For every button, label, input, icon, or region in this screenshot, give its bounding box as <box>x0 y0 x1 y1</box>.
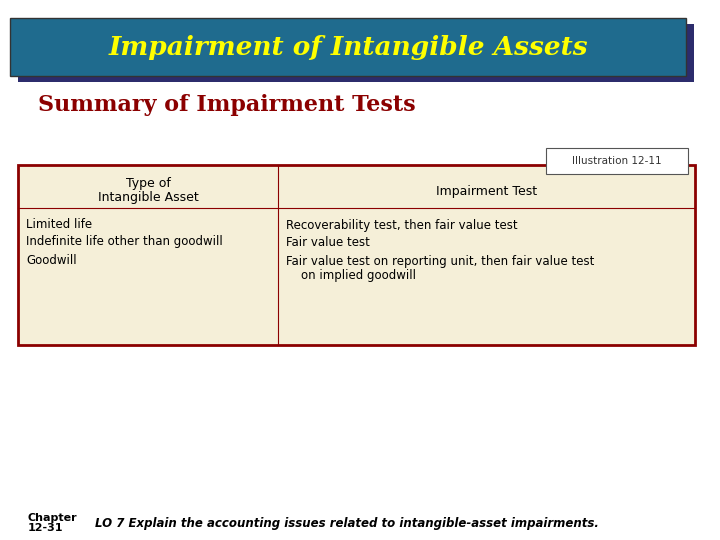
Text: Intangible Asset: Intangible Asset <box>98 192 199 205</box>
Text: Impairment Test: Impairment Test <box>436 185 537 198</box>
FancyBboxPatch shape <box>18 165 695 345</box>
Text: Illustration 12-11: Illustration 12-11 <box>572 156 662 166</box>
Text: Summary of Impairment Tests: Summary of Impairment Tests <box>38 94 415 116</box>
Text: Indefinite life other than goodwill: Indefinite life other than goodwill <box>26 235 222 248</box>
Text: Chapter: Chapter <box>28 513 78 523</box>
Text: Fair value test: Fair value test <box>286 235 370 248</box>
FancyBboxPatch shape <box>10 18 686 76</box>
Text: on implied goodwill: on implied goodwill <box>286 268 416 281</box>
Text: 12-31: 12-31 <box>28 523 63 533</box>
Text: Fair value test on reporting unit, then fair value test: Fair value test on reporting unit, then … <box>286 254 595 267</box>
Text: Type of: Type of <box>125 178 171 191</box>
Text: Impairment of Intangible Assets: Impairment of Intangible Assets <box>108 35 588 59</box>
Text: LO 7 Explain the accounting issues related to intangible-asset impairments.: LO 7 Explain the accounting issues relat… <box>95 516 599 530</box>
FancyBboxPatch shape <box>546 148 688 174</box>
FancyBboxPatch shape <box>18 24 694 82</box>
Text: Goodwill: Goodwill <box>26 254 76 267</box>
Text: Limited life: Limited life <box>26 219 92 232</box>
Text: Recoverability test, then fair value test: Recoverability test, then fair value tes… <box>286 219 518 232</box>
